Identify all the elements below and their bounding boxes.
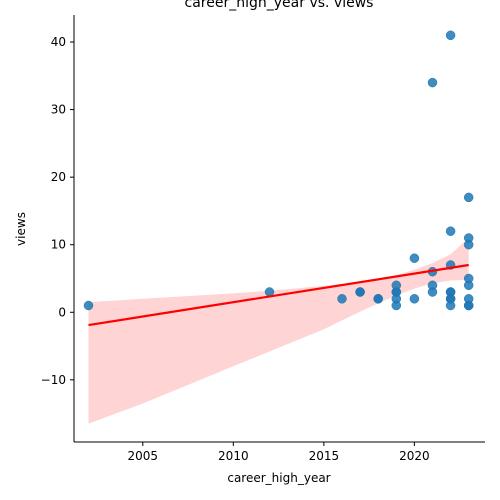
data-points-layer xyxy=(83,30,474,311)
data-point xyxy=(427,77,438,88)
x-tick-label: 2010 xyxy=(218,449,249,463)
data-point xyxy=(445,30,456,41)
y-tick-label: 10 xyxy=(51,238,66,252)
data-point xyxy=(463,233,474,243)
y-tick-label: 40 xyxy=(51,35,66,49)
data-point xyxy=(463,192,474,203)
x-axis-label: career_high_year xyxy=(227,471,330,485)
data-point xyxy=(463,273,474,284)
x-tick-label: 2020 xyxy=(399,449,430,463)
confidence-band-layer xyxy=(88,238,469,424)
x-tick-label: 2015 xyxy=(309,449,340,463)
data-point xyxy=(409,253,420,263)
data-point xyxy=(427,280,438,291)
y-tick-label: 20 xyxy=(51,170,66,184)
y-tick-label: 30 xyxy=(51,103,66,117)
regression-line-layer xyxy=(88,263,469,327)
data-point xyxy=(445,226,456,236)
y-axis-label: views xyxy=(14,212,28,246)
y-tick-label: −10 xyxy=(41,373,66,387)
axes-layer: 2005 2010 2015 2020 −10 0 10 20 30 40 xyxy=(41,15,485,463)
confidence-band xyxy=(88,238,469,424)
data-point xyxy=(445,287,456,297)
regression-line xyxy=(88,263,469,327)
y-tick-label: 0 xyxy=(58,305,66,319)
data-point xyxy=(409,294,420,304)
data-point xyxy=(337,294,347,304)
data-point xyxy=(463,294,474,304)
data-point xyxy=(373,294,383,304)
data-point xyxy=(83,300,94,311)
data-point xyxy=(355,287,365,297)
data-point xyxy=(391,280,402,291)
chart-title: career_high_year vs. views xyxy=(185,0,374,11)
x-tick-label: 2005 xyxy=(128,449,159,463)
